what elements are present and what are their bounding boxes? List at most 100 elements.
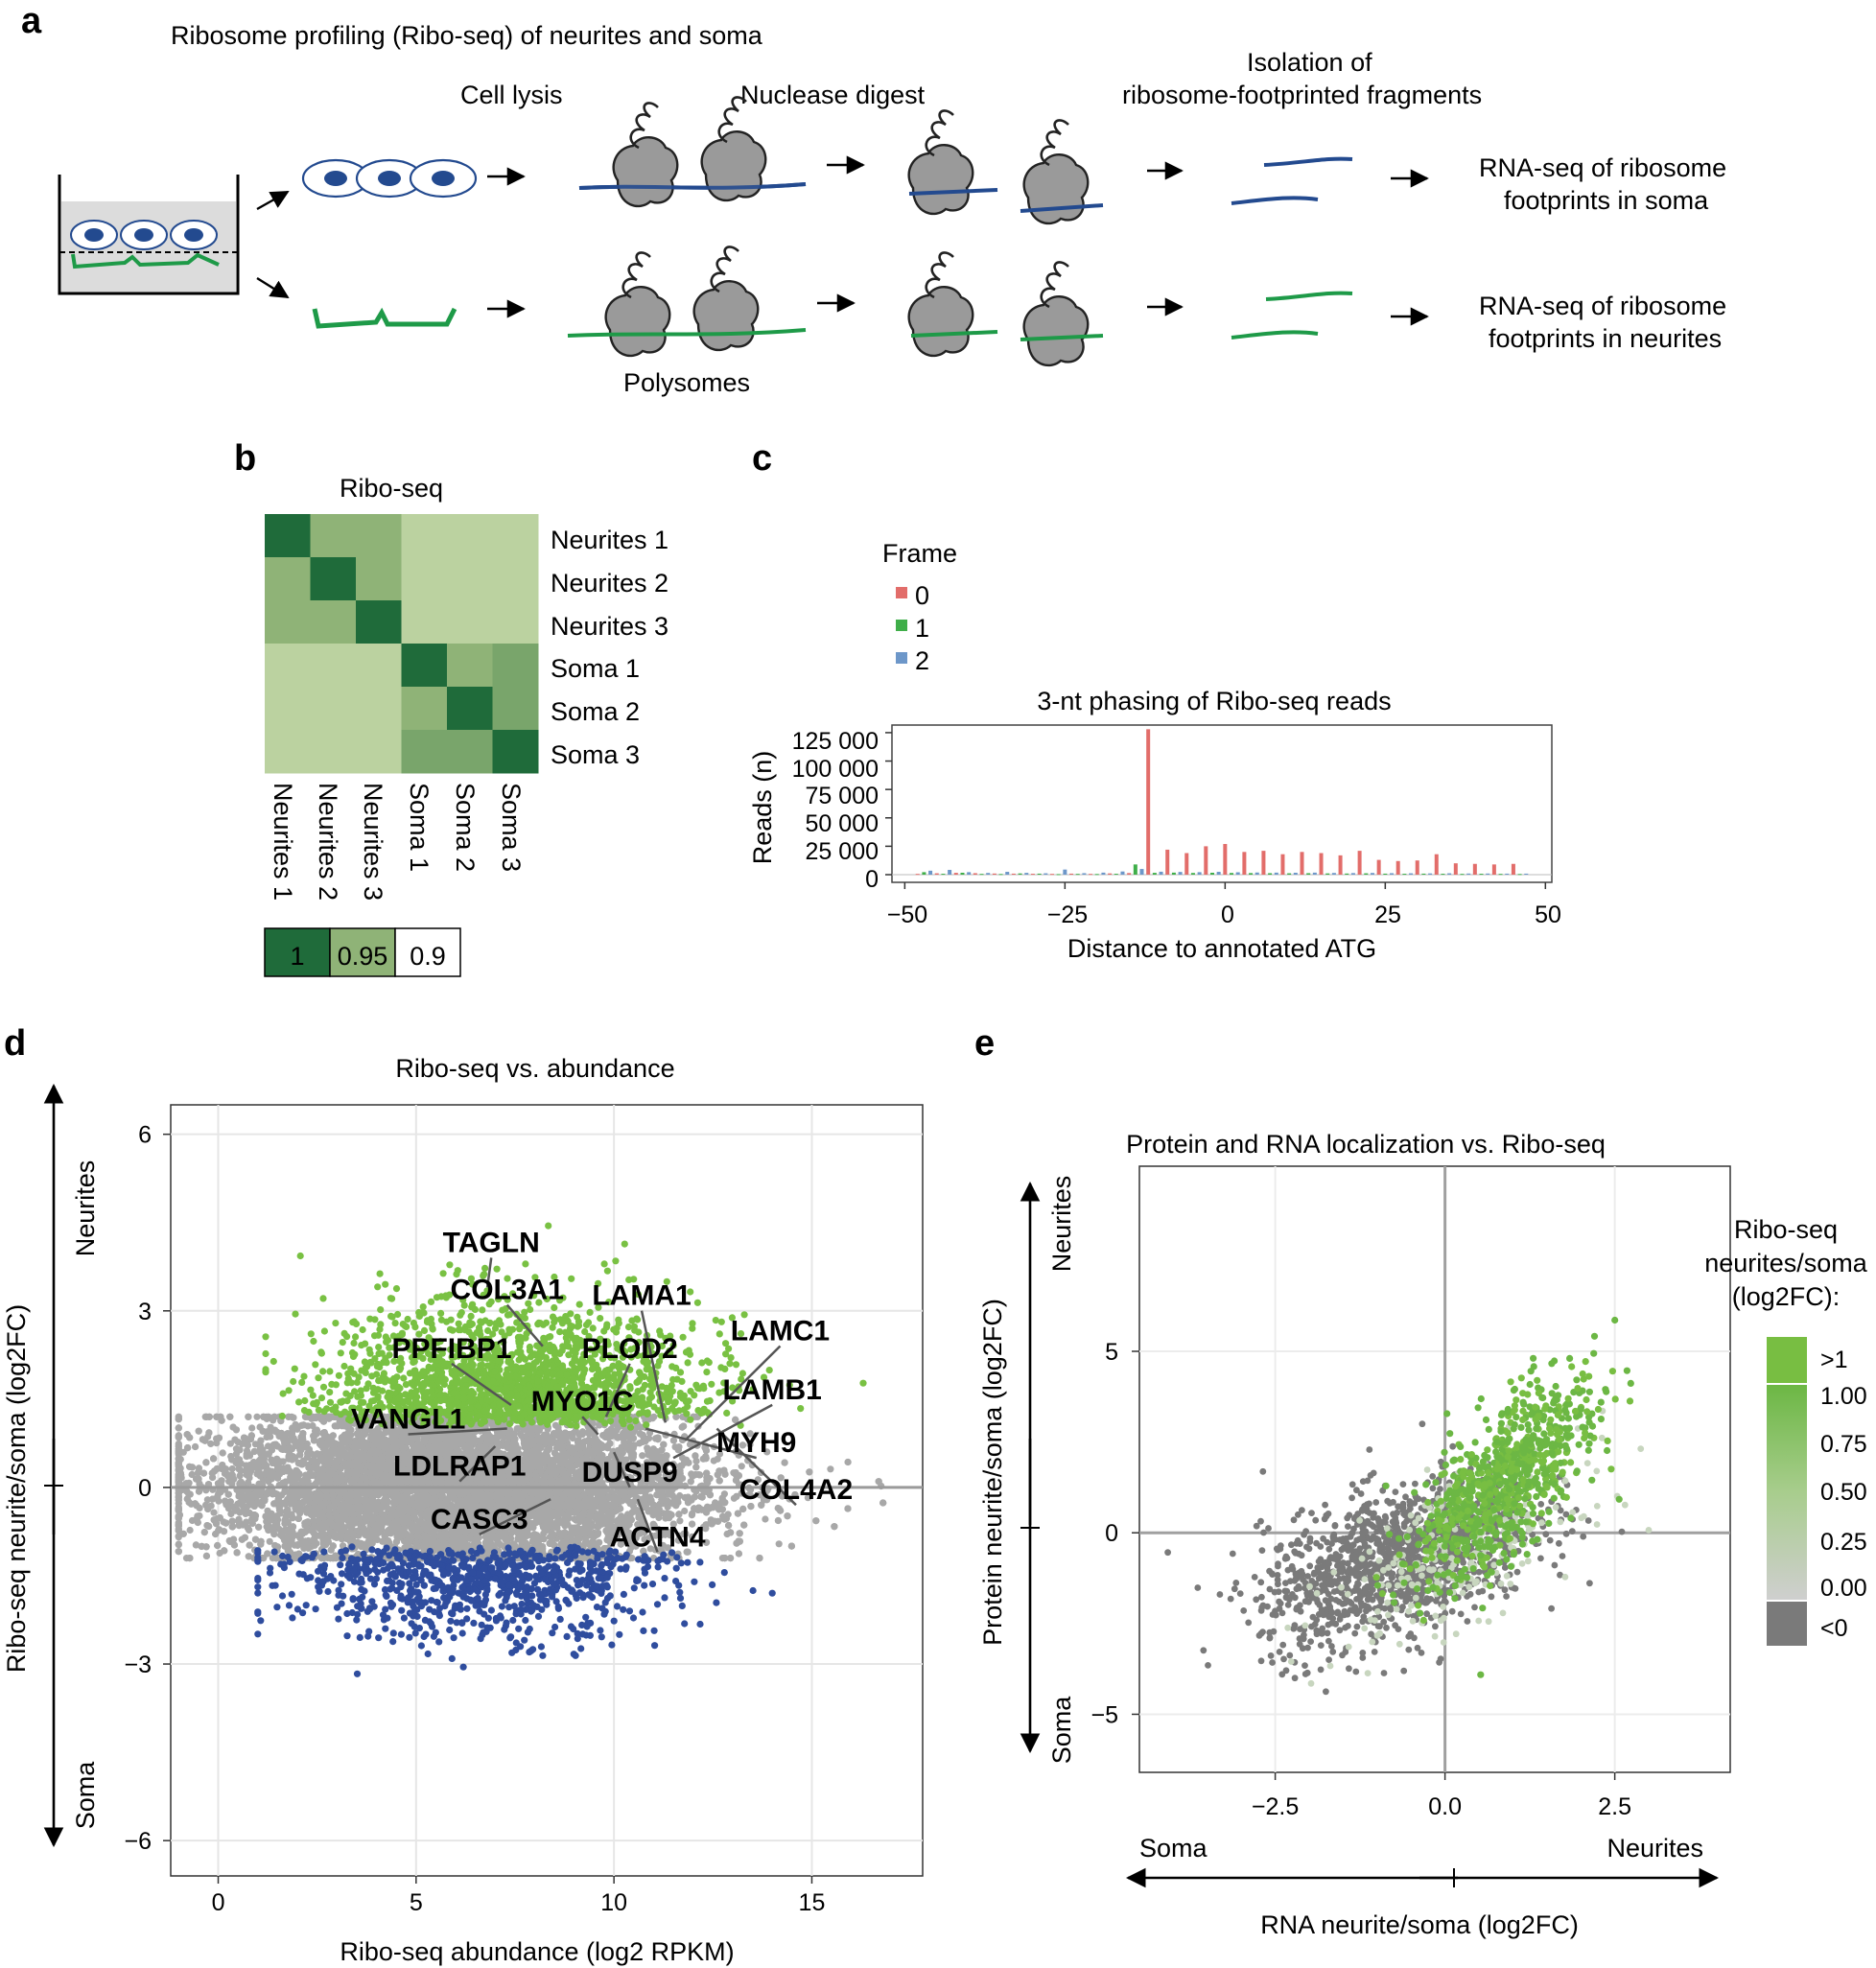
phasing-bar [1075, 874, 1080, 876]
phasing-bar [1249, 873, 1254, 875]
digest-soma-illustration [907, 109, 1104, 225]
phasing-bar [1331, 873, 1336, 875]
phasing-bar [1159, 871, 1163, 875]
heatmap-cells [265, 514, 539, 774]
heatmap-legend-swatch-mid [329, 927, 396, 977]
phasing-bar [967, 872, 972, 875]
phasing-bar [973, 873, 977, 875]
phasing-bar [1395, 860, 1400, 875]
phasing-ytick-label: 100 000 [792, 756, 879, 783]
heatmap-col-label: Soma 1 [405, 783, 434, 872]
panel-d-label: d [4, 1023, 26, 1064]
heatmap-cell [265, 644, 311, 688]
phasing-bar [1255, 872, 1259, 875]
phasing-bar [1030, 874, 1035, 876]
phasing-bar [1511, 863, 1515, 875]
scatter-d-point [738, 1463, 745, 1470]
phasing-bar [1178, 872, 1183, 875]
phasing-bar [941, 874, 946, 876]
phasing-bar [1383, 873, 1388, 875]
heatmap-legend-label: 0.9 [410, 942, 446, 971]
heatmap-row-label: Soma 1 [551, 654, 640, 683]
soma-cells-illustration [301, 158, 478, 199]
phasing-bar [1421, 873, 1426, 875]
phasing-bar [915, 874, 920, 876]
phasing-bar [1274, 872, 1278, 875]
heatmap-cell [310, 557, 357, 601]
phasing-bar [1204, 846, 1208, 875]
heatmap-cell [356, 644, 402, 688]
phasing-bar [1005, 872, 1010, 875]
phasing-bar [1197, 872, 1202, 875]
phasing-bar [1447, 873, 1452, 875]
phasing-bar [1376, 859, 1381, 875]
heatmap-cell [447, 600, 493, 644]
phasing-bar [1287, 873, 1292, 875]
heatmap-col-labels: Neurites 1 Neurites 2 Neurites 3 Soma 1 … [269, 783, 526, 901]
phasing-ytick-label: 50 000 [806, 810, 879, 837]
polysome-neurite-illustration [567, 246, 807, 358]
heatmap-cell [265, 600, 311, 644]
phasing-bar [1120, 871, 1125, 875]
phasing-ytick-labels: 0 25 000 50 000 75 000 100 000 125 000 [792, 728, 879, 893]
phasing-xtick-label: 50 [1535, 902, 1561, 928]
heatmap-cell [492, 644, 539, 688]
frame-2-label: 2 [915, 646, 929, 675]
neurite-result-line2: footprints in neurites [1489, 324, 1722, 353]
heatmap-cell [401, 557, 448, 601]
polysome-soma-illustration [578, 96, 807, 208]
soma-result-line2: footprints in soma [1504, 186, 1709, 215]
phasing-bar [1441, 874, 1445, 876]
phasing-bar [1357, 851, 1362, 875]
process-arrows [487, 155, 1429, 326]
heatmap-cell [310, 514, 357, 558]
step-isolation-2: ribosome-footprinted fragments [1122, 81, 1482, 109]
phasing-axes [885, 732, 1547, 889]
phasing-xtick-label: −25 [1047, 902, 1088, 928]
phasing-bars [892, 729, 1552, 876]
phasing-bar [1460, 874, 1465, 876]
heatmap-cell [447, 687, 493, 731]
panel-c: c Frame 0 1 2 3-nt phasing of Ribo-seq r… [748, 438, 1561, 963]
heatmap-cell [492, 687, 539, 731]
heatmap-cell [265, 557, 311, 601]
heatmap-cell [447, 557, 493, 601]
heatmap-cell [356, 687, 402, 731]
frame-2-swatch [896, 652, 907, 664]
scatter-d-points [171, 1222, 923, 1677]
phasing-bar [1370, 873, 1374, 875]
phasing-bar [1293, 872, 1298, 875]
footprint-fragments [1231, 156, 1353, 340]
heatmap-row-label: Soma 3 [551, 740, 640, 769]
phasing-bar [986, 873, 991, 875]
phasing-bar [1230, 873, 1234, 875]
phasing-bar [948, 870, 952, 875]
scatter-d-point [827, 1465, 834, 1473]
phasing-bar [979, 874, 984, 876]
scatter-d-point [228, 1464, 236, 1473]
heatmap-cell [447, 644, 493, 688]
heatmap-cell [356, 600, 402, 644]
phasing-bar [928, 870, 933, 875]
heatmap-cell [265, 687, 311, 731]
phasing-bar [1325, 873, 1330, 875]
heatmap-row-labels: Neurites 1 Neurites 2 Neurites 3 Soma 1 … [551, 526, 668, 769]
phasing-bar [1165, 849, 1170, 875]
phasing-bar [1216, 872, 1221, 875]
phasing-bar [1152, 873, 1157, 875]
arrow-to-neurites [256, 276, 290, 299]
heatmap-cell [356, 730, 402, 774]
phasing-bar [1306, 873, 1311, 875]
phasing-bar [1434, 854, 1439, 875]
scatter-d-point [266, 1537, 273, 1545]
soma-result-line1: RNA-seq of ribosome [1479, 153, 1726, 182]
phasing-ytick-label: 25 000 [806, 838, 879, 865]
panel-b: b Ribo-seq Neurites 1 Neurites 2 Neurite… [234, 438, 668, 977]
phasing-bar [1466, 873, 1471, 875]
phasing-bar [1505, 873, 1510, 875]
phasing-bar [1261, 851, 1266, 875]
phasing-bar [1223, 844, 1228, 875]
phasing-bar [1101, 872, 1106, 875]
heatmap-cell [492, 557, 539, 601]
heatmap-title: Ribo-seq [340, 474, 443, 503]
